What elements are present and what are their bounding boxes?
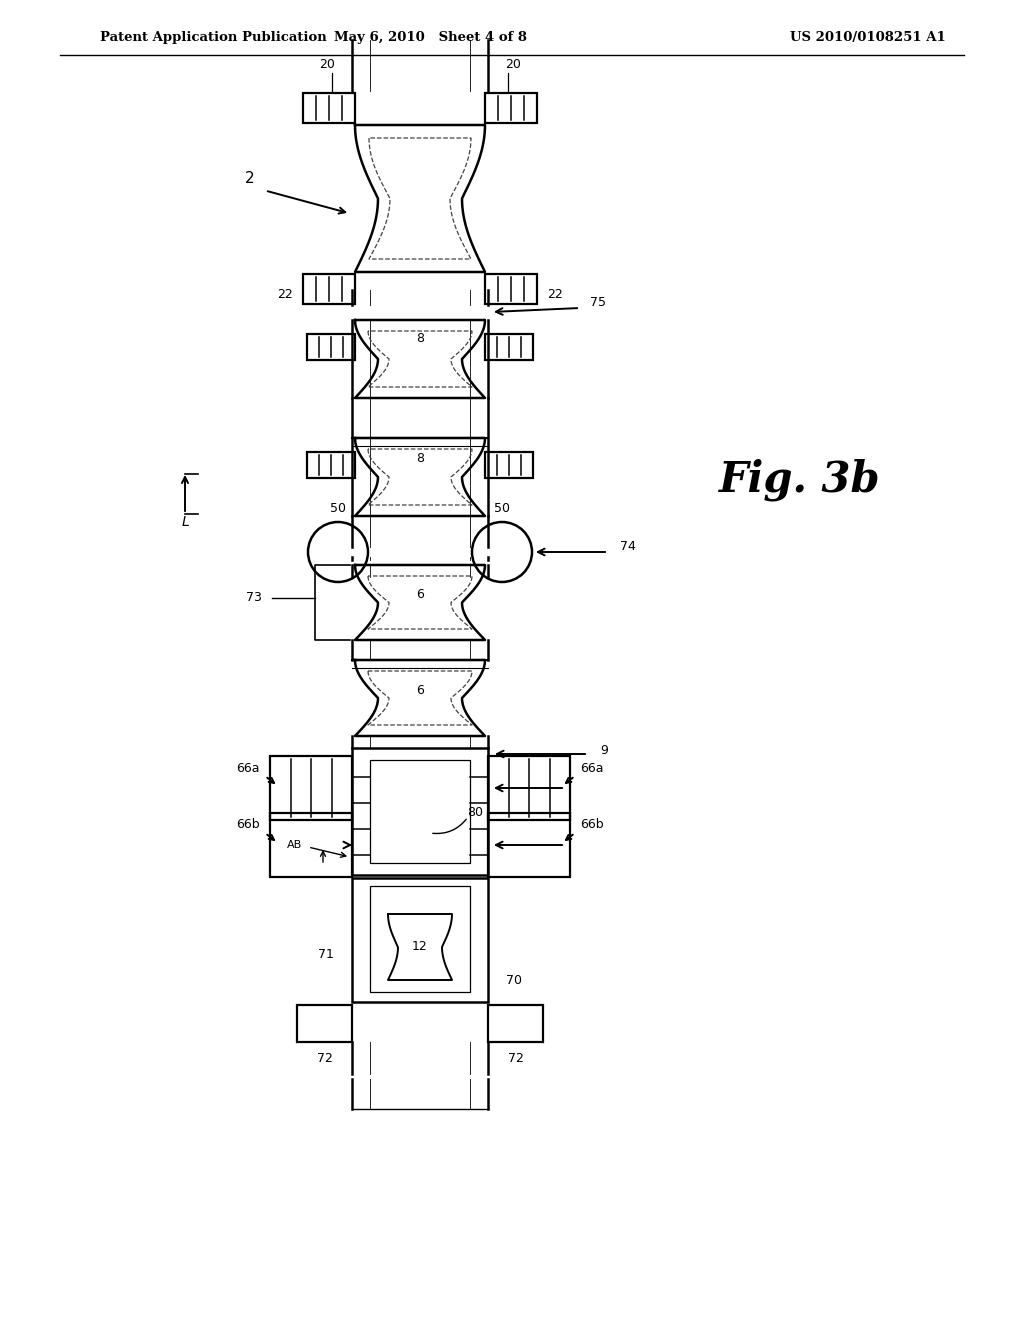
Bar <box>307 334 355 360</box>
Bar <box>270 813 352 876</box>
Text: 6: 6 <box>416 684 424 697</box>
Bar <box>485 334 534 360</box>
Text: 72: 72 <box>508 1052 523 1064</box>
Bar <box>485 275 537 304</box>
Text: 8: 8 <box>416 333 424 346</box>
Text: 20: 20 <box>505 58 521 71</box>
Text: L: L <box>181 515 188 529</box>
Bar <box>307 451 355 478</box>
Bar <box>488 813 570 876</box>
Text: May 6, 2010   Sheet 4 of 8: May 6, 2010 Sheet 4 of 8 <box>334 32 526 45</box>
Text: 12: 12 <box>412 940 428 953</box>
Text: 80: 80 <box>467 807 483 820</box>
Text: 66a: 66a <box>580 762 603 775</box>
Text: 20: 20 <box>319 58 335 71</box>
Text: 22: 22 <box>547 288 563 301</box>
Bar <box>370 760 470 863</box>
Text: Patent Application Publication: Patent Application Publication <box>100 32 327 45</box>
Text: 22: 22 <box>278 288 293 301</box>
Text: 66b: 66b <box>237 818 260 832</box>
Text: 66a: 66a <box>237 762 260 775</box>
Text: 9: 9 <box>600 743 608 756</box>
Text: 2: 2 <box>245 172 255 186</box>
Text: 74: 74 <box>620 540 636 553</box>
Text: US 2010/0108251 A1: US 2010/0108251 A1 <box>790 32 946 45</box>
Text: 73: 73 <box>246 591 262 605</box>
Bar <box>352 878 488 1002</box>
Bar <box>485 92 537 123</box>
Bar <box>485 451 534 478</box>
Text: 6: 6 <box>416 587 424 601</box>
Bar <box>270 756 352 820</box>
Text: AB: AB <box>287 840 302 850</box>
Text: 70: 70 <box>506 974 522 986</box>
Text: 75: 75 <box>590 296 606 309</box>
Text: 50: 50 <box>330 503 346 516</box>
Bar <box>488 756 570 820</box>
Text: 71: 71 <box>318 948 334 961</box>
Text: 66b: 66b <box>580 818 603 832</box>
Bar <box>297 1005 352 1041</box>
Bar <box>303 92 355 123</box>
Text: 8: 8 <box>416 453 424 466</box>
Bar <box>370 886 470 993</box>
Bar <box>303 275 355 304</box>
Text: Fig. 3b: Fig. 3b <box>719 459 881 502</box>
Text: 50: 50 <box>494 503 510 516</box>
Bar <box>352 748 488 875</box>
Text: 72: 72 <box>316 1052 333 1064</box>
Bar <box>488 1005 543 1041</box>
